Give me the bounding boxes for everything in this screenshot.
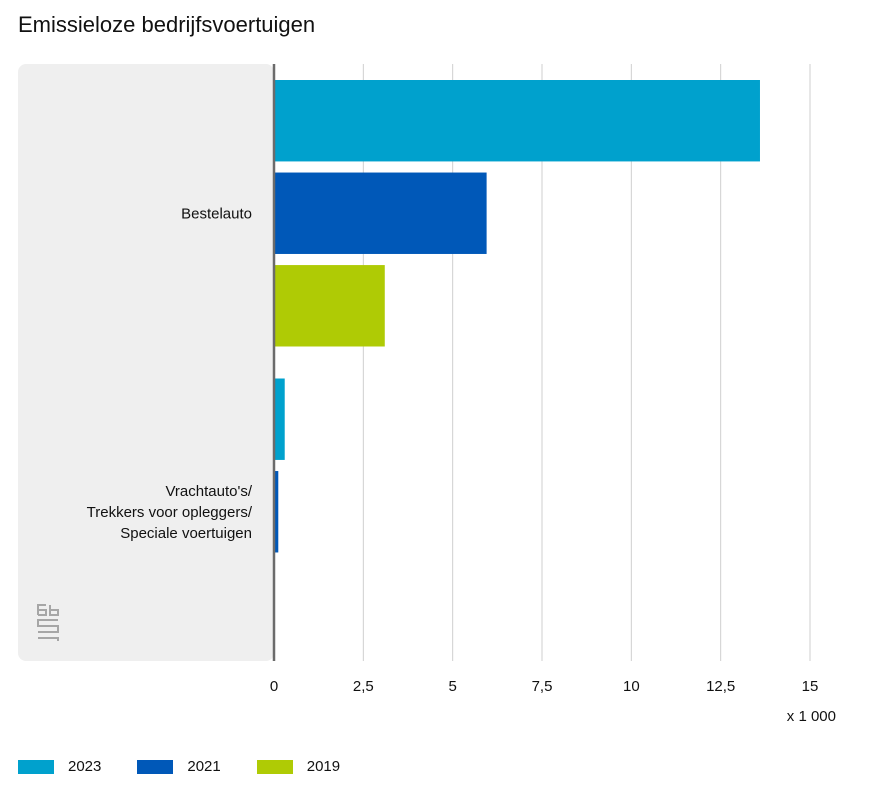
cbs-logo — [37, 604, 59, 641]
x-tick-label: 7,5 — [532, 678, 553, 695]
x-tick-label: 0 — [270, 678, 278, 695]
category-label: Bestelauto — [181, 205, 252, 222]
bar-2021 — [274, 471, 279, 553]
category-label: Vrachtauto's/Trekkers voor opleggers/Spe… — [87, 483, 253, 542]
x-tick-label: 5 — [448, 678, 456, 695]
x-tick-label: 15 — [802, 678, 819, 695]
grid-lines — [362, 64, 811, 661]
legend-item-2019[interactable]: 2019 — [256, 758, 341, 775]
x-tick-label: 10 — [623, 678, 640, 695]
x-tick-label: 2,5 — [353, 678, 374, 695]
bar-2021 — [274, 172, 487, 254]
legend: 2023 2021 2019 — [18, 758, 376, 775]
x-tick-labels: 0 2,5 5 7,5 10 12,5 15 — [270, 678, 819, 695]
legend-label: 2023 — [68, 758, 102, 775]
bar-2019 — [274, 265, 385, 347]
legend-label: 2019 — [306, 758, 341, 775]
bars — [274, 79, 760, 646]
legend-swatch — [256, 759, 293, 774]
unit-label: x 1 000 — [787, 708, 836, 725]
legend-item-2021[interactable]: 2021 — [137, 758, 221, 775]
legend-swatch — [137, 759, 174, 774]
chart-title: Emissieloze bedrijfsvoertuigen — [18, 12, 316, 37]
category-panel — [18, 64, 274, 661]
legend-item-2023[interactable]: 2023 — [18, 758, 101, 775]
legend-swatch — [18, 759, 54, 774]
bar-2023 — [274, 79, 760, 162]
x-tick-label: 12,5 — [706, 678, 735, 695]
category-labels: Bestelauto Vrachtauto's/Trekkers voor opl… — [87, 205, 253, 542]
legend-label: 2021 — [187, 758, 221, 775]
bar-2023 — [274, 378, 285, 460]
